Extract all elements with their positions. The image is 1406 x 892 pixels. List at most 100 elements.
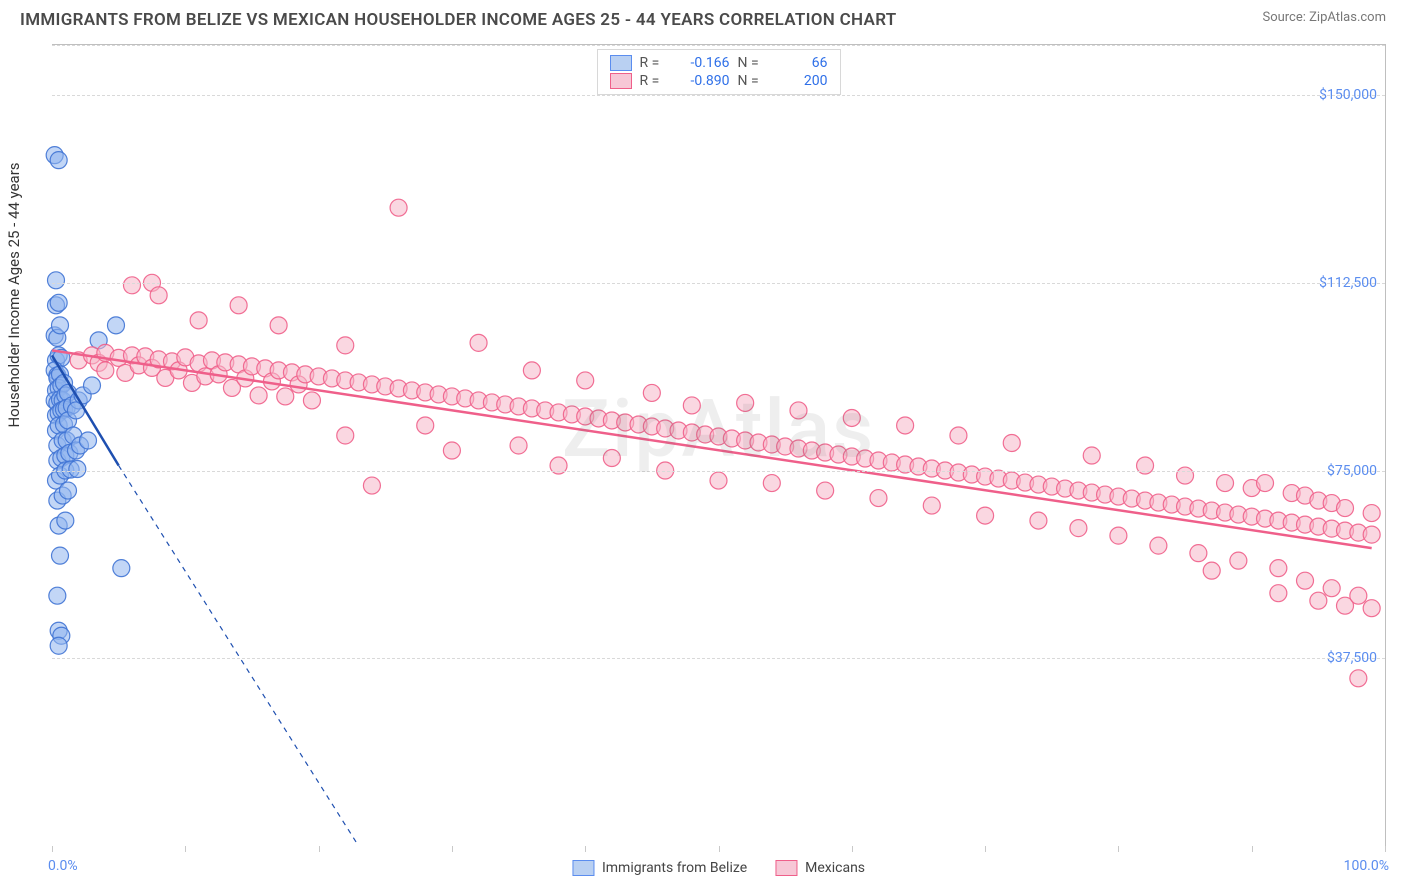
- legend-r-label: R =: [640, 73, 668, 89]
- source-label: Source: ZipAtlas.com: [1262, 10, 1386, 25]
- data-point: [363, 477, 380, 494]
- data-point: [230, 297, 247, 314]
- x-tick: [1385, 846, 1386, 852]
- data-point: [950, 427, 967, 444]
- legend-series: Immigrants from Belize Mexicans: [572, 860, 865, 876]
- data-point: [523, 362, 540, 379]
- data-point: [737, 394, 754, 411]
- x-tick: [985, 846, 986, 852]
- legend-r-value: -0.890: [676, 73, 730, 89]
- gridline-horizontal: [52, 471, 1385, 472]
- y-tick-label: $150,000: [1319, 87, 1377, 103]
- data-point: [1217, 475, 1234, 492]
- data-point: [190, 312, 207, 329]
- data-point: [417, 417, 434, 434]
- data-point: [57, 512, 74, 529]
- data-point: [1257, 475, 1274, 492]
- data-point: [1230, 552, 1247, 569]
- data-point: [1323, 580, 1340, 597]
- legend-swatch: [610, 55, 632, 71]
- legend-swatch: [572, 860, 594, 876]
- data-point: [603, 450, 620, 467]
- data-point: [1270, 585, 1287, 602]
- x-tick: [852, 846, 853, 852]
- data-point: [49, 587, 66, 604]
- x-tick: [1252, 846, 1253, 852]
- y-tick-label: $75,000: [1327, 463, 1377, 479]
- data-point: [250, 387, 267, 404]
- data-point: [1350, 587, 1367, 604]
- x-tick: [452, 846, 453, 852]
- x-tick: [52, 846, 53, 852]
- y-axis-title: Householder Income Ages 25 - 44 years: [5, 162, 23, 427]
- data-point: [1203, 562, 1220, 579]
- data-point: [107, 317, 124, 334]
- y-tick-label: $37,500: [1327, 650, 1377, 666]
- data-point: [1363, 505, 1380, 522]
- x-axis-start-label: 0.0%: [48, 858, 78, 874]
- data-point: [113, 560, 130, 577]
- legend-n-label: N =: [738, 55, 766, 71]
- data-point: [470, 334, 487, 351]
- data-point: [1003, 434, 1020, 451]
- legend-series-label: Mexicans: [805, 860, 865, 876]
- data-point: [1297, 572, 1314, 589]
- data-point: [1270, 560, 1287, 577]
- chart-title: IMMIGRANTS FROM BELIZE VS MEXICAN HOUSEH…: [20, 10, 897, 30]
- data-point: [843, 409, 860, 426]
- data-point: [1083, 447, 1100, 464]
- data-point: [1030, 512, 1047, 529]
- data-point: [50, 637, 67, 654]
- data-point: [1363, 600, 1380, 617]
- data-point: [710, 472, 727, 489]
- data-point: [1337, 500, 1354, 517]
- legend-series-item: Immigrants from Belize: [572, 860, 747, 876]
- data-point: [47, 272, 64, 289]
- data-point: [897, 417, 914, 434]
- data-point: [51, 547, 68, 564]
- data-point: [817, 482, 834, 499]
- x-tick: [585, 846, 586, 852]
- data-point: [270, 317, 287, 334]
- data-point: [123, 277, 140, 294]
- x-tick: [719, 846, 720, 852]
- data-point: [51, 317, 68, 334]
- legend-correlation: R =-0.166N =66R =-0.890N =200: [597, 49, 841, 95]
- legend-n-value: 200: [774, 73, 828, 89]
- data-point: [763, 475, 780, 492]
- legend-correlation-row: R = -0.890 N = 200: [608, 72, 830, 90]
- data-point: [1110, 527, 1127, 544]
- data-point: [83, 377, 100, 394]
- data-point: [1190, 545, 1207, 562]
- data-point: [50, 294, 67, 311]
- data-point: [337, 337, 354, 354]
- scatter-plot: [52, 45, 1385, 846]
- data-point: [683, 397, 700, 414]
- data-point: [977, 507, 994, 524]
- data-point: [1350, 670, 1367, 687]
- data-point: [1310, 592, 1327, 609]
- data-point: [79, 432, 96, 449]
- x-axis-end-label: 100.0%: [1344, 858, 1389, 874]
- legend-correlation-row: R =-0.166N =66: [608, 54, 830, 72]
- legend-swatch: [610, 73, 632, 89]
- legend-r-value: -0.166: [676, 55, 730, 71]
- legend-n-label: N =: [738, 73, 766, 89]
- gridline-horizontal: [52, 95, 1385, 96]
- x-tick: [1118, 846, 1119, 852]
- legend-series-item: Mexicans: [775, 860, 865, 876]
- data-point: [337, 427, 354, 444]
- data-point: [1070, 520, 1087, 537]
- trend-line: [52, 350, 1372, 548]
- data-point: [303, 392, 320, 409]
- x-tick: [185, 846, 186, 852]
- data-point: [1363, 526, 1380, 543]
- data-point: [1150, 537, 1167, 554]
- data-point: [59, 482, 76, 499]
- y-tick-label: $112,500: [1319, 275, 1377, 291]
- x-tick: [319, 846, 320, 852]
- gridline-horizontal: [52, 45, 1385, 46]
- data-point: [577, 372, 594, 389]
- data-point: [643, 384, 660, 401]
- chart-container: ZipAtlas R =-0.166N =66R =-0.890N =200 I…: [52, 44, 1386, 846]
